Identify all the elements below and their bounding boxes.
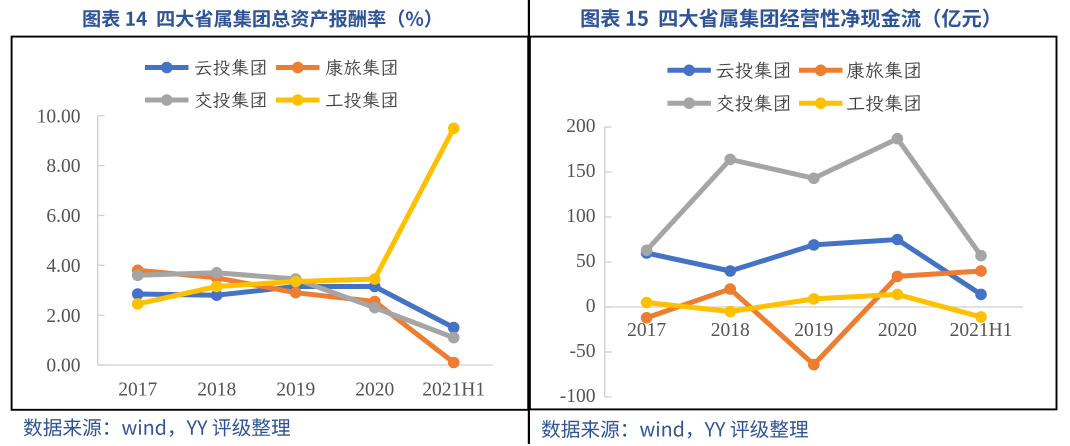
svg-text:100: 100	[566, 206, 595, 227]
svg-text:-100: -100	[560, 386, 596, 407]
svg-text:2021H1: 2021H1	[422, 380, 485, 401]
svg-text:2017: 2017	[118, 380, 157, 401]
svg-text:2021H1: 2021H1	[950, 320, 1013, 341]
svg-text:8.00: 8.00	[46, 156, 80, 177]
svg-text:2020: 2020	[878, 320, 917, 341]
svg-text:10.00: 10.00	[37, 106, 81, 127]
svg-text:2.00: 2.00	[46, 306, 80, 327]
svg-text:2019: 2019	[276, 380, 315, 401]
svg-text:0: 0	[586, 296, 596, 317]
svg-text:2018: 2018	[197, 380, 236, 401]
svg-text:0.00: 0.00	[46, 356, 80, 377]
svg-text:200: 200	[566, 116, 595, 137]
svg-text:2018: 2018	[711, 320, 750, 341]
svg-text:2020: 2020	[355, 380, 394, 401]
svg-text:2019: 2019	[794, 320, 833, 341]
svg-text:6.00: 6.00	[46, 206, 80, 227]
svg-text:2017: 2017	[627, 320, 666, 341]
svg-text:-50: -50	[570, 341, 596, 362]
svg-text:50: 50	[576, 251, 596, 272]
svg-text:4.00: 4.00	[46, 256, 80, 277]
svg-text:150: 150	[566, 161, 595, 182]
